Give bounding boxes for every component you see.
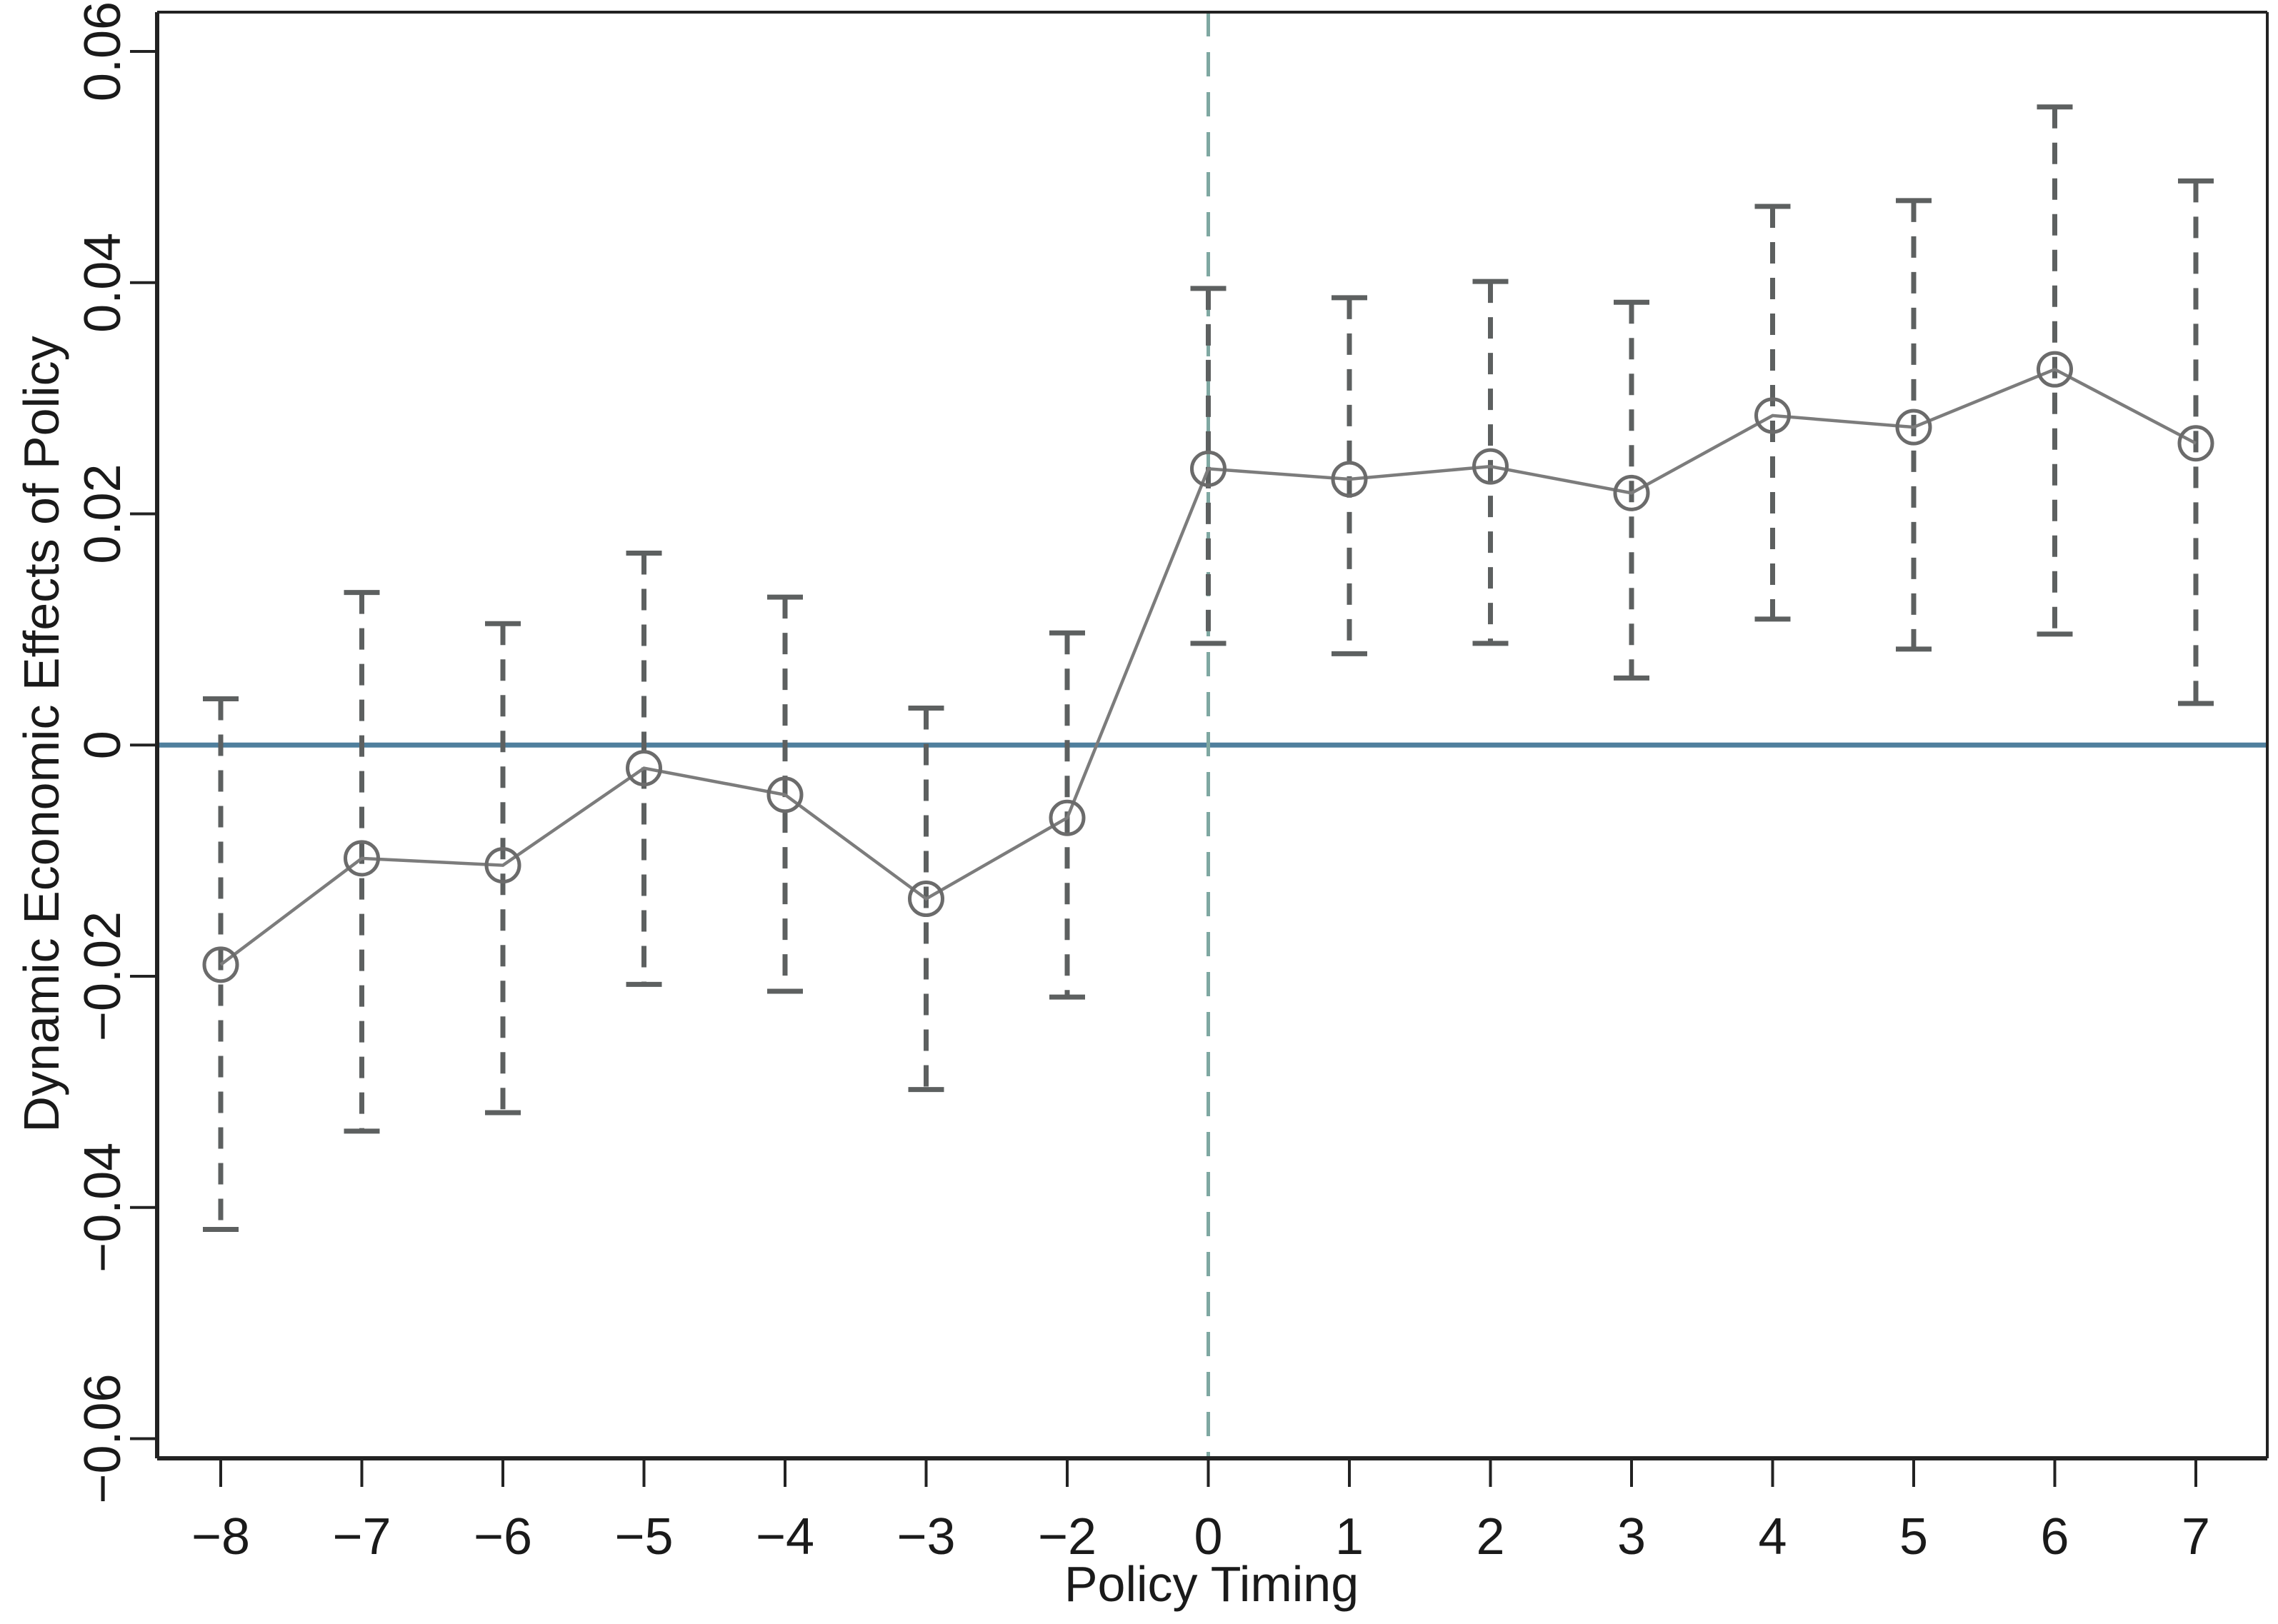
- data-point-marker: [1331, 461, 1368, 498]
- y-tick-label: 0.02: [74, 463, 131, 563]
- data-point-marker: [2037, 351, 2073, 388]
- x-tick-label: −3: [896, 1508, 955, 1565]
- x-tick-label: 6: [2040, 1508, 2069, 1565]
- x-tick-label: 4: [1758, 1508, 1787, 1565]
- x-axis-title: Policy Timing: [1064, 1556, 1359, 1612]
- y-tick-label: −0.06: [74, 1373, 131, 1503]
- data-point-marker: [484, 847, 521, 884]
- data-point-marker: [1472, 448, 1509, 485]
- data-point-marker: [626, 750, 662, 787]
- y-axis-title: Dynamic Economic Effects of Policy: [14, 336, 69, 1133]
- x-tick-label: 2: [1476, 1508, 1504, 1565]
- data-point-marker: [2177, 425, 2214, 462]
- data-point-marker: [1895, 408, 1932, 446]
- y-tick-label: 0: [74, 731, 131, 759]
- data-point-marker: [1190, 450, 1227, 487]
- x-tick-label: 3: [1617, 1508, 1646, 1565]
- x-tick-label: −7: [332, 1508, 391, 1565]
- data-point-marker: [202, 946, 239, 983]
- data-point-marker: [1049, 799, 1086, 836]
- y-tick-label: −0.02: [74, 911, 131, 1041]
- x-tick-label: 0: [1194, 1508, 1222, 1565]
- data-point-marker: [1754, 397, 1791, 434]
- x-tick-label: −2: [1038, 1508, 1096, 1565]
- data-point-marker: [766, 776, 804, 813]
- y-tick-label: 0.04: [74, 233, 131, 333]
- data-point-marker: [908, 881, 944, 918]
- x-tick-label: 7: [2182, 1508, 2210, 1565]
- x-tick-label: −8: [191, 1508, 250, 1565]
- series-line: [219, 367, 2197, 966]
- x-tick-label: 5: [1899, 1508, 1928, 1565]
- x-tick-label: −6: [474, 1508, 532, 1565]
- y-tick-label: −0.04: [74, 1143, 131, 1273]
- x-tick-label: 1: [1335, 1508, 1364, 1565]
- x-tick-label: −4: [756, 1508, 814, 1565]
- data-point-marker: [1613, 474, 1650, 511]
- x-tick-label: −5: [614, 1508, 673, 1565]
- data-point-marker: [344, 840, 380, 877]
- y-tick-label: 0.06: [74, 1, 131, 101]
